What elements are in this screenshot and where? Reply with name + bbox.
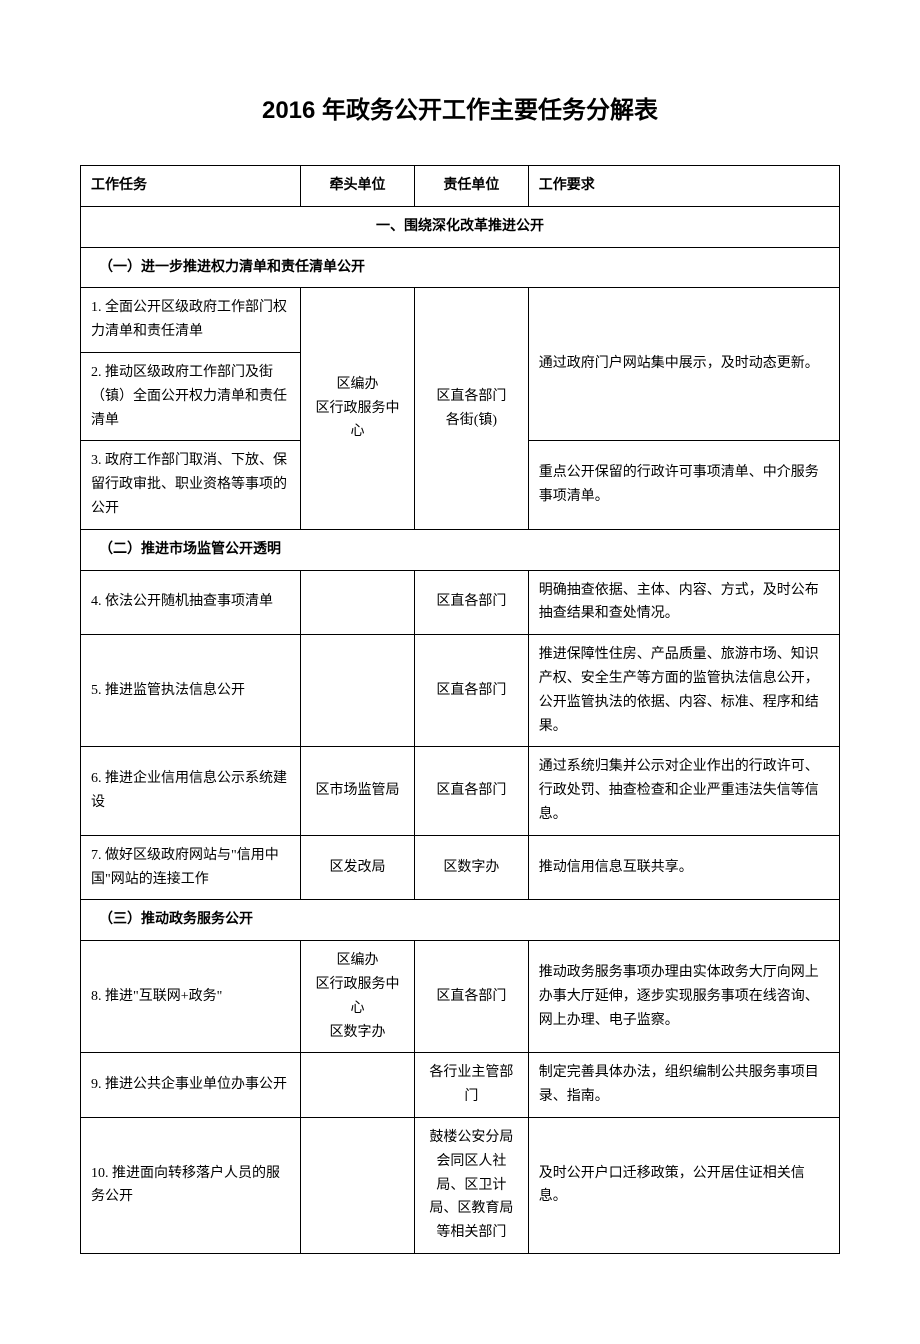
lead-cell — [301, 1117, 415, 1253]
task-cell: 5. 推进监管执法信息公开 — [81, 635, 301, 747]
table-row: 5. 推进监管执法信息公开 区直各部门 推进保障性住房、产品质量、旅游市场、知识… — [81, 635, 840, 747]
lead-cell — [301, 635, 415, 747]
req-cell: 推进保障性住房、产品质量、旅游市场、知识产权、安全生产等方面的监管执法信息公开，… — [528, 635, 839, 747]
lead-cell: 区编办区行政服务中心区数字办 — [301, 941, 415, 1053]
req-cell: 通过政府门户网站集中展示，及时动态更新。 — [528, 288, 839, 441]
subsection-row: （一）进一步推进权力清单和责任清单公开 — [81, 247, 840, 288]
table-row: 6. 推进企业信用信息公示系统建设 区市场监管局 区直各部门 通过系统归集并公示… — [81, 747, 840, 835]
resp-cell: 区直各部门各街(镇) — [414, 288, 528, 529]
resp-cell: 各行业主管部门 — [414, 1053, 528, 1118]
lead-cell — [301, 1053, 415, 1118]
table-row: 8. 推进"互联网+政务" 区编办区行政服务中心区数字办 区直各部门 推动政务服… — [81, 941, 840, 1053]
table-row: 10. 推进面向转移落户人员的服务公开 鼓楼公安分局会同区人社局、区卫计局、区教… — [81, 1117, 840, 1253]
req-cell: 制定完善具体办法，组织编制公共服务事项目录、指南。 — [528, 1053, 839, 1118]
table-row: 4. 依法公开随机抽查事项清单 区直各部门 明确抽查依据、主体、内容、方式，及时… — [81, 570, 840, 635]
req-cell: 通过系统归集并公示对企业作出的行政许可、行政处罚、抽查检查和企业严重违法失信等信… — [528, 747, 839, 835]
header-lead: 牵头单位 — [301, 166, 415, 207]
req-cell: 及时公开户口迁移政策，公开居住证相关信息。 — [528, 1117, 839, 1253]
resp-cell: 区直各部门 — [414, 941, 528, 1053]
req-cell: 重点公开保留的行政许可事项清单、中介服务事项清单。 — [528, 441, 839, 529]
task-cell: 8. 推进"互联网+政务" — [81, 941, 301, 1053]
sub1-title: （一）进一步推进权力清单和责任清单公开 — [81, 247, 840, 288]
section1-title: 一、围绕深化改革推进公开 — [81, 206, 840, 247]
resp-cell: 区直各部门 — [414, 635, 528, 747]
task-cell: 6. 推进企业信用信息公示系统建设 — [81, 747, 301, 835]
resp-cell: 区直各部门 — [414, 747, 528, 835]
subsection-row: （三）推动政务服务公开 — [81, 900, 840, 941]
resp-cell: 区数字办 — [414, 835, 528, 900]
header-task: 工作任务 — [81, 166, 301, 207]
lead-cell: 区市场监管局 — [301, 747, 415, 835]
req-cell: 明确抽查依据、主体、内容、方式，及时公布抽查结果和查处情况。 — [528, 570, 839, 635]
task-cell: 3. 政府工作部门取消、下放、保留行政审批、职业资格等事项的公开 — [81, 441, 301, 529]
req-cell: 推动信用信息互联共享。 — [528, 835, 839, 900]
task-cell: 7. 做好区级政府网站与"信用中国"网站的连接工作 — [81, 835, 301, 900]
header-resp: 责任单位 — [414, 166, 528, 207]
task-cell: 4. 依法公开随机抽查事项清单 — [81, 570, 301, 635]
sub3-title: （三）推动政务服务公开 — [81, 900, 840, 941]
lead-cell: 区发改局 — [301, 835, 415, 900]
subsection-row: （二）推进市场监管公开透明 — [81, 529, 840, 570]
resp-cell: 鼓楼公安分局会同区人社局、区卫计局、区教育局等相关部门 — [414, 1117, 528, 1253]
lead-cell: 区编办区行政服务中心 — [301, 288, 415, 529]
section-row: 一、围绕深化改革推进公开 — [81, 206, 840, 247]
resp-cell: 区直各部门 — [414, 570, 528, 635]
task-cell: 10. 推进面向转移落户人员的服务公开 — [81, 1117, 301, 1253]
table-row: 1. 全面公开区级政府工作部门权力清单和责任清单 区编办区行政服务中心 区直各部… — [81, 288, 840, 353]
lead-cell — [301, 570, 415, 635]
header-row: 工作任务 牵头单位 责任单位 工作要求 — [81, 166, 840, 207]
task-cell: 9. 推进公共企事业单位办事公开 — [81, 1053, 301, 1118]
sub2-title: （二）推进市场监管公开透明 — [81, 529, 840, 570]
table-row: 7. 做好区级政府网站与"信用中国"网站的连接工作 区发改局 区数字办 推动信用… — [81, 835, 840, 900]
page-title: 2016 年政务公开工作主要任务分解表 — [80, 90, 840, 125]
table-row: 9. 推进公共企事业单位办事公开 各行业主管部门 制定完善具体办法，组织编制公共… — [81, 1053, 840, 1118]
task-cell: 1. 全面公开区级政府工作部门权力清单和责任清单 — [81, 288, 301, 353]
header-req: 工作要求 — [528, 166, 839, 207]
task-table: 工作任务 牵头单位 责任单位 工作要求 一、围绕深化改革推进公开 （一）进一步推… — [80, 165, 840, 1254]
task-cell: 2. 推动区级政府工作部门及街（镇）全面公开权力清单和责任清单 — [81, 352, 301, 440]
req-cell: 推动政务服务事项办理由实体政务大厅向网上办事大厅延伸，逐步实现服务事项在线咨询、… — [528, 941, 839, 1053]
